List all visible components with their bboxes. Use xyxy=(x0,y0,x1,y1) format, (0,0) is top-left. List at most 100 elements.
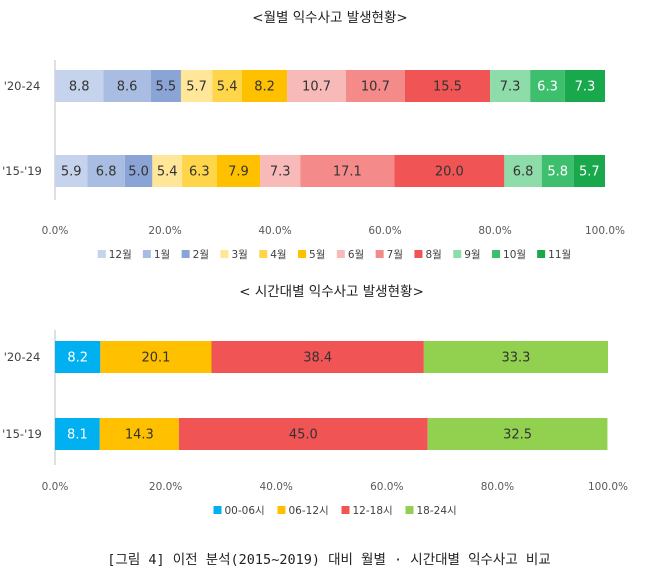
bar-segment xyxy=(152,155,183,187)
legend-label: 6월 xyxy=(348,249,364,261)
bar-segment xyxy=(103,70,151,102)
legend-label: 12-18시 xyxy=(353,505,393,517)
data-label: 5.9 xyxy=(61,165,82,180)
category-label: '15-'19 xyxy=(2,164,42,178)
bar-segment xyxy=(55,341,101,373)
bar-segment xyxy=(211,341,424,373)
chart-title: <월별 익수사고 발생현황> xyxy=(252,10,407,26)
legend-label: 18-24시 xyxy=(417,505,457,517)
x-tick-label: 40.0% xyxy=(260,481,293,493)
bar-segment xyxy=(55,155,88,187)
category-label: '15-'19 xyxy=(2,427,42,441)
bar-segment xyxy=(100,341,212,373)
bar-segment xyxy=(423,341,608,373)
legend-swatch xyxy=(220,250,229,258)
data-label: 7.3 xyxy=(270,165,291,180)
data-label: 8.2 xyxy=(67,351,88,366)
legend-label: 1월 xyxy=(154,249,170,261)
data-label: 5.0 xyxy=(128,165,149,180)
legend-label: 4월 xyxy=(270,249,286,261)
data-label: 15.5 xyxy=(433,80,462,95)
data-label: 6.8 xyxy=(513,165,534,180)
x-tick-label: 60.0% xyxy=(370,481,403,493)
bar-segment xyxy=(180,70,213,102)
bar-segment xyxy=(530,70,565,102)
chart-title: < 시간대별 익수사고 발생현황> xyxy=(239,284,424,300)
bar-segment xyxy=(150,70,181,102)
x-tick-label: 100.0% xyxy=(588,481,628,493)
data-label: 45.0 xyxy=(289,428,318,443)
legend-swatch xyxy=(405,506,414,514)
legend-swatch xyxy=(336,250,345,258)
data-label: 10.7 xyxy=(361,80,390,95)
bar-segment xyxy=(490,70,531,102)
data-label: 6.3 xyxy=(537,80,558,95)
legend-swatch xyxy=(97,250,106,258)
legend-swatch xyxy=(259,250,268,258)
bar-segment xyxy=(541,155,574,187)
data-label: 5.7 xyxy=(579,165,600,180)
data-label: 5.5 xyxy=(155,80,176,95)
bar-segment xyxy=(99,418,179,450)
bar-segment xyxy=(300,155,395,187)
bar-segment xyxy=(573,155,605,187)
x-tick-label: 0.0% xyxy=(42,225,69,237)
data-label: 7.3 xyxy=(575,80,596,95)
x-tick-label: 20.0% xyxy=(149,481,182,493)
legend-swatch xyxy=(537,250,546,258)
legend-swatch xyxy=(142,250,151,258)
legend-label: 00-06시 xyxy=(225,505,265,517)
legend-swatch xyxy=(213,506,222,514)
x-tick-label: 60.0% xyxy=(368,225,401,237)
bar-segment xyxy=(404,70,491,102)
bar-segment xyxy=(182,155,217,187)
data-label: 32.5 xyxy=(503,428,532,443)
data-label: 5.8 xyxy=(547,165,568,180)
data-label: 8.1 xyxy=(67,428,88,443)
legend-label: 11월 xyxy=(548,249,571,261)
legend-label: 06-12시 xyxy=(289,505,329,517)
legend-label: 7월 xyxy=(387,249,403,261)
bar-segment xyxy=(260,155,301,187)
legend-label: 8월 xyxy=(425,249,441,261)
data-label: 7.9 xyxy=(228,165,249,180)
data-label: 20.0 xyxy=(435,165,464,180)
legend-swatch xyxy=(341,506,350,514)
data-label: 17.1 xyxy=(333,165,362,180)
x-tick-label: 0.0% xyxy=(42,481,69,493)
bar-segment xyxy=(427,418,608,450)
x-tick-label: 80.0% xyxy=(481,481,514,493)
chart-canvas: <월별 익수사고 발생현황> 0.0% 20.0% 40.0% 60.0% 80.0% 10… xyxy=(2,10,628,517)
data-label: 8.6 xyxy=(117,80,138,95)
data-label: 6.3 xyxy=(189,165,210,180)
bar-segment xyxy=(216,155,261,187)
figure-caption: [그림 4] 이전 분석(2015~2019) 대비 월별 · 시간대별 익수사… xyxy=(107,552,551,568)
legend-swatch xyxy=(181,250,190,258)
legend-swatch xyxy=(298,250,307,258)
data-label: 6.8 xyxy=(96,165,117,180)
data-label: 20.1 xyxy=(141,351,170,366)
data-label: 38.4 xyxy=(303,351,332,366)
bar-segment xyxy=(124,155,153,187)
bar-segment xyxy=(242,70,288,102)
data-label: 5.4 xyxy=(157,165,178,180)
bar-segment xyxy=(55,418,100,450)
bar-segment xyxy=(564,70,605,102)
legend-label: 9월 xyxy=(464,249,480,261)
x-tick-label: 80.0% xyxy=(478,225,511,237)
legend-swatch xyxy=(277,506,286,514)
data-label: 8.2 xyxy=(254,80,275,95)
x-tick-label: 20.0% xyxy=(148,225,181,237)
bar-segment xyxy=(178,418,428,450)
bar-segment xyxy=(212,70,242,102)
legend-label: 3월 xyxy=(231,249,247,261)
legend-swatch xyxy=(453,250,462,258)
legend-label: 5월 xyxy=(309,249,325,261)
category-label: '20-24 xyxy=(4,79,41,93)
x-tick-label: 100.0% xyxy=(585,225,625,237)
x-tick-label: 40.0% xyxy=(258,225,291,237)
legend-label: 2월 xyxy=(193,249,209,261)
legend-swatch xyxy=(375,250,384,258)
legend-swatch xyxy=(414,250,423,258)
data-label: 5.4 xyxy=(217,80,238,95)
